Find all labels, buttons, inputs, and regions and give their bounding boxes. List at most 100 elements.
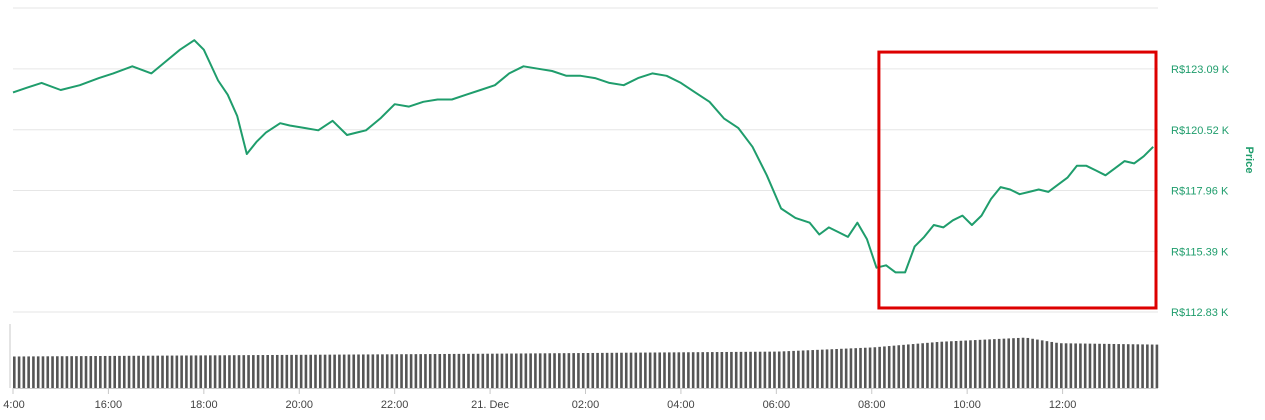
volume-bar	[151, 355, 155, 388]
volume-bar	[1126, 344, 1130, 388]
volume-bar	[945, 341, 948, 388]
volume-bar	[433, 354, 437, 388]
volume-bar	[385, 354, 389, 388]
volume-bar	[232, 355, 236, 388]
volume-bar	[113, 355, 116, 388]
volume-bar	[1141, 344, 1144, 388]
volume-bar	[926, 342, 929, 388]
volume-bar	[911, 344, 915, 388]
volume-bar	[1122, 344, 1125, 388]
volume-bar	[1064, 343, 1068, 388]
volume-bar	[170, 355, 174, 388]
volume-bar	[266, 355, 269, 388]
volume-bar	[476, 353, 480, 388]
y-tick-label: R$115.39 K	[1171, 246, 1229, 258]
volume-bar	[782, 351, 786, 388]
volume-bar	[601, 352, 604, 388]
volume-bar	[840, 348, 843, 388]
volume-bar	[505, 353, 509, 388]
volume-bar	[534, 353, 537, 388]
volume-bar	[835, 349, 838, 388]
volume-bar	[299, 354, 303, 388]
volume-bar	[543, 353, 547, 388]
volume-bar	[682, 352, 685, 388]
volume-bar	[524, 353, 528, 388]
volume-bar	[538, 353, 542, 388]
volume-bar	[1059, 343, 1063, 388]
volume-bar	[175, 355, 179, 388]
volume-bar	[79, 356, 83, 388]
volume-bar	[32, 356, 35, 388]
volume-bar	[99, 355, 102, 388]
volume-bar	[323, 354, 327, 388]
volume-bar	[180, 355, 183, 388]
volume-bar	[122, 355, 126, 388]
x-tick-label: 18:00	[190, 399, 218, 411]
volume-bar	[1055, 342, 1058, 388]
volume-bar	[471, 353, 475, 388]
volume-bar	[1031, 338, 1034, 388]
volume-bar	[730, 351, 733, 388]
volume-bar	[787, 351, 791, 388]
volume-bar	[706, 352, 709, 388]
volume-bar	[887, 346, 891, 388]
volume-bar	[467, 353, 470, 388]
volume-bar	[1112, 343, 1116, 388]
volume-bar	[395, 354, 399, 388]
volume-bar	[739, 351, 743, 388]
volume-bar	[825, 349, 829, 388]
volume-bar	[361, 354, 365, 388]
volume-bar	[491, 353, 494, 388]
volume-bar	[185, 355, 188, 388]
volume-bar	[328, 354, 332, 388]
x-tick-label: 20:00	[285, 399, 313, 411]
volume-bar	[993, 339, 996, 388]
volume-bar	[357, 354, 360, 388]
volume-bar	[907, 344, 910, 388]
volume-bar	[978, 339, 982, 388]
volume-bar	[1088, 343, 1092, 388]
volume-bar	[558, 353, 561, 388]
volume-bar	[902, 344, 905, 388]
volume-bar	[390, 354, 394, 388]
volume-bar	[610, 352, 614, 388]
volume-bar	[849, 348, 853, 388]
volume-bar	[983, 339, 987, 388]
volume-bar	[883, 346, 886, 388]
volume-bar	[481, 353, 485, 388]
volume-bar	[1103, 343, 1106, 388]
volume-bar	[405, 354, 408, 388]
volume-bar	[89, 356, 93, 388]
volume-bar	[27, 356, 30, 388]
volume-bar	[634, 352, 638, 388]
volume-bar	[142, 355, 145, 388]
x-tick-label: 06:00	[763, 399, 791, 411]
volume-bar	[252, 355, 255, 388]
volume-bar	[940, 341, 944, 388]
volume-bar	[605, 352, 609, 388]
volume-bar	[648, 352, 652, 388]
volume-bar	[280, 354, 284, 388]
volume-bar	[667, 352, 671, 388]
volume-bar	[562, 353, 566, 388]
volume-bar	[773, 351, 776, 388]
volume-bar	[792, 350, 795, 388]
volume-bar	[46, 356, 50, 388]
volume-bar	[806, 350, 810, 388]
volume-bar	[314, 354, 317, 388]
volume-bar	[997, 338, 1001, 388]
volume-bar	[615, 352, 618, 388]
volume-bar	[462, 353, 465, 388]
volume-bar	[1131, 344, 1135, 388]
volume-bar	[304, 354, 308, 388]
volume-bar	[127, 355, 131, 388]
volume-bar	[624, 352, 628, 388]
volume-bar	[672, 352, 676, 388]
volume-bar	[36, 356, 40, 388]
volume-bar	[60, 356, 64, 388]
volume-bar	[677, 352, 681, 388]
volume-bar	[639, 352, 642, 388]
volume-bar	[1117, 344, 1120, 388]
volume-bar	[199, 355, 203, 388]
volume-bar	[811, 350, 814, 388]
